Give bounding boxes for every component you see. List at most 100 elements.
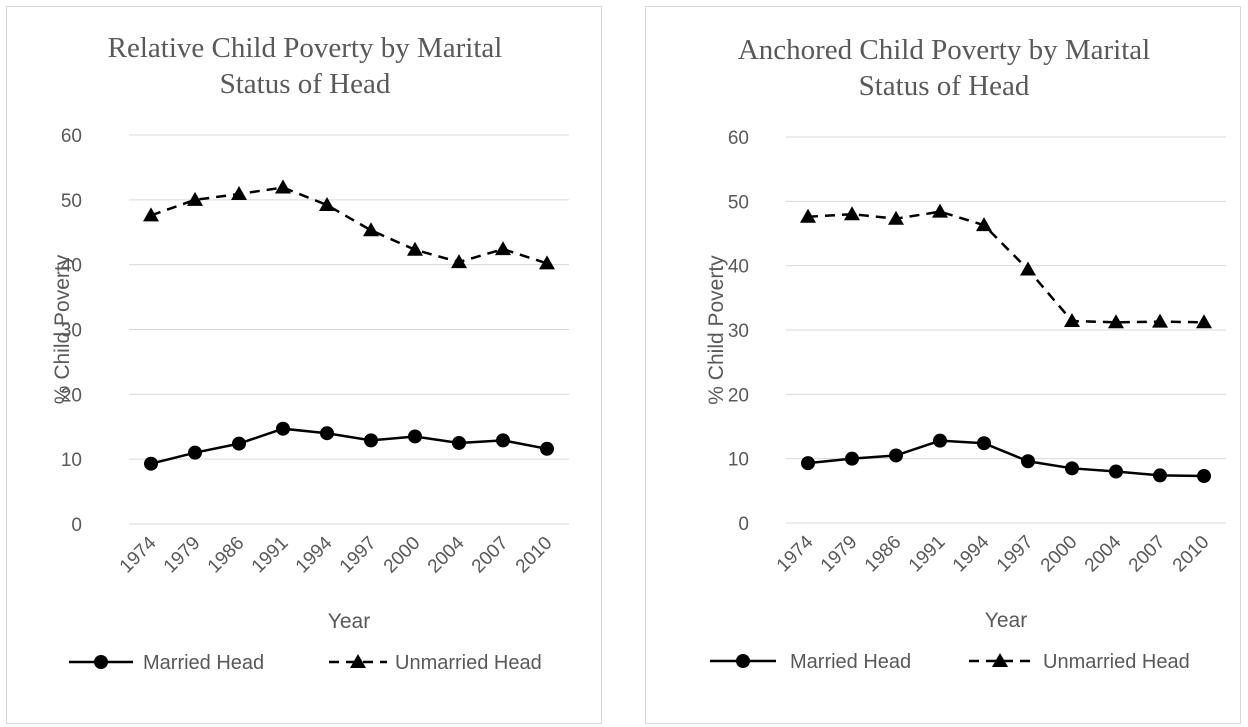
y-tick-label: 0 — [738, 514, 749, 535]
data-point-circle — [933, 433, 947, 448]
legend-label: Married Head — [790, 651, 911, 673]
data-point-triangle — [888, 210, 904, 225]
series-married-head — [801, 433, 1211, 484]
y-tick-label: 60 — [61, 126, 82, 147]
x-tick-label: 1974 — [116, 532, 161, 577]
data-point-circle — [801, 456, 815, 471]
data-point-triangle — [976, 217, 992, 232]
y-tick-label: 30 — [61, 321, 82, 342]
x-tick-label: 1994 — [292, 532, 337, 577]
data-point-circle — [232, 436, 246, 451]
data-point-circle — [452, 435, 466, 450]
chart-anchored-svg: Anchored Child Poverty by Marital Status … — [705, 34, 1226, 673]
legend-marker — [350, 654, 366, 668]
series-line — [807, 439, 1205, 478]
x-tick-label: 2010 — [512, 533, 557, 578]
data-point-circle — [1065, 461, 1079, 476]
chart-panel-relative: Relative Child Poverty by Marital Status … — [6, 6, 602, 724]
y-tick-label: 10 — [728, 450, 749, 471]
x-tick-label: 2004 — [1081, 531, 1126, 576]
y-tick-label: 20 — [61, 385, 82, 406]
legend-marker — [992, 653, 1008, 667]
x-tick-label: 1997 — [993, 532, 1038, 577]
chart-relative-svg: Relative Child Poverty by Marital Status … — [51, 32, 569, 674]
chart-title-line: Status of Head — [220, 68, 391, 100]
legend-marker — [736, 654, 750, 668]
x-tick-label: 2010 — [1169, 532, 1214, 577]
data-point-triangle — [1196, 314, 1212, 329]
x-tick-label: 1991 — [905, 532, 950, 577]
data-point-circle — [1109, 464, 1123, 479]
data-point-circle — [496, 433, 510, 448]
data-point-triangle — [1064, 312, 1080, 327]
data-point-triangle — [363, 222, 379, 237]
data-point-triangle — [844, 206, 860, 221]
y-tick-label: 30 — [728, 321, 749, 342]
chart-title-line: Anchored Child Poverty by Marital — [738, 34, 1150, 66]
y-tick-label: 40 — [728, 257, 749, 278]
series-married-head — [144, 421, 554, 471]
series-line — [807, 210, 1205, 324]
chart-title-line: Status of Head — [859, 70, 1030, 102]
legend-label: Unmarried Head — [395, 652, 542, 674]
x-tick-label: 2004 — [424, 532, 469, 577]
x-axis-label: Year — [328, 610, 370, 633]
x-tick-label: 1974 — [773, 531, 818, 576]
y-tick-label: 20 — [728, 385, 749, 406]
data-point-triangle — [451, 254, 467, 269]
data-point-circle — [144, 456, 158, 471]
chart-panel-anchored: Anchored Child Poverty by Marital Status … — [645, 6, 1241, 724]
x-tick-label: 2007 — [1125, 532, 1170, 577]
data-point-circle — [977, 436, 991, 451]
legend-label: Married Head — [143, 652, 264, 674]
data-point-circle — [320, 426, 334, 441]
chart-title-line: Relative Child Poverty by Marital — [108, 32, 503, 64]
data-point-circle — [276, 421, 290, 436]
data-point-circle — [540, 441, 554, 456]
data-point-triangle — [800, 208, 816, 223]
series-line — [150, 186, 548, 265]
x-tick-label: 1994 — [949, 531, 994, 576]
y-tick-label: 50 — [61, 191, 82, 212]
y-tick-label: 50 — [728, 192, 749, 213]
data-point-triangle — [1020, 261, 1036, 276]
data-point-circle — [845, 451, 859, 466]
x-tick-label: 2007 — [468, 533, 513, 578]
x-axis-label: Year — [985, 609, 1027, 632]
x-tick-label: 1979 — [160, 533, 205, 578]
x-tick-label: 1991 — [248, 533, 293, 578]
data-point-triangle — [407, 241, 423, 256]
series-line — [150, 427, 548, 465]
data-point-triangle — [539, 255, 555, 270]
data-point-triangle — [143, 207, 159, 222]
data-point-circle — [408, 429, 422, 444]
data-point-circle — [1153, 468, 1167, 483]
series-unmarried-head — [143, 179, 555, 270]
y-axis-label: % Child Poverty — [705, 255, 728, 405]
data-point-triangle — [1108, 314, 1124, 329]
y-tick-label: 0 — [71, 515, 82, 536]
data-point-circle — [1197, 469, 1211, 484]
y-tick-label: 10 — [61, 450, 82, 471]
data-point-triangle — [495, 241, 511, 256]
data-point-circle — [1021, 454, 1035, 469]
data-point-triangle — [319, 197, 335, 212]
data-point-triangle — [932, 203, 948, 218]
series-unmarried-head — [800, 203, 1212, 329]
legend-marker — [94, 655, 108, 669]
data-point-triangle — [275, 179, 291, 194]
data-point-triangle — [231, 185, 247, 200]
y-tick-label: 60 — [728, 128, 749, 149]
data-point-triangle — [1152, 313, 1168, 328]
x-tick-label: 1986 — [861, 532, 906, 577]
y-tick-label: 40 — [61, 256, 82, 277]
x-tick-label: 1986 — [204, 533, 249, 578]
x-tick-label: 1997 — [336, 533, 381, 578]
y-axis-label: % Child Poverty — [51, 254, 74, 404]
x-tick-label: 2000 — [380, 533, 425, 578]
data-point-circle — [364, 433, 378, 448]
data-point-circle — [889, 448, 903, 463]
x-tick-label: 1979 — [817, 532, 862, 577]
legend-label: Unmarried Head — [1043, 651, 1190, 673]
data-point-triangle — [187, 191, 203, 206]
